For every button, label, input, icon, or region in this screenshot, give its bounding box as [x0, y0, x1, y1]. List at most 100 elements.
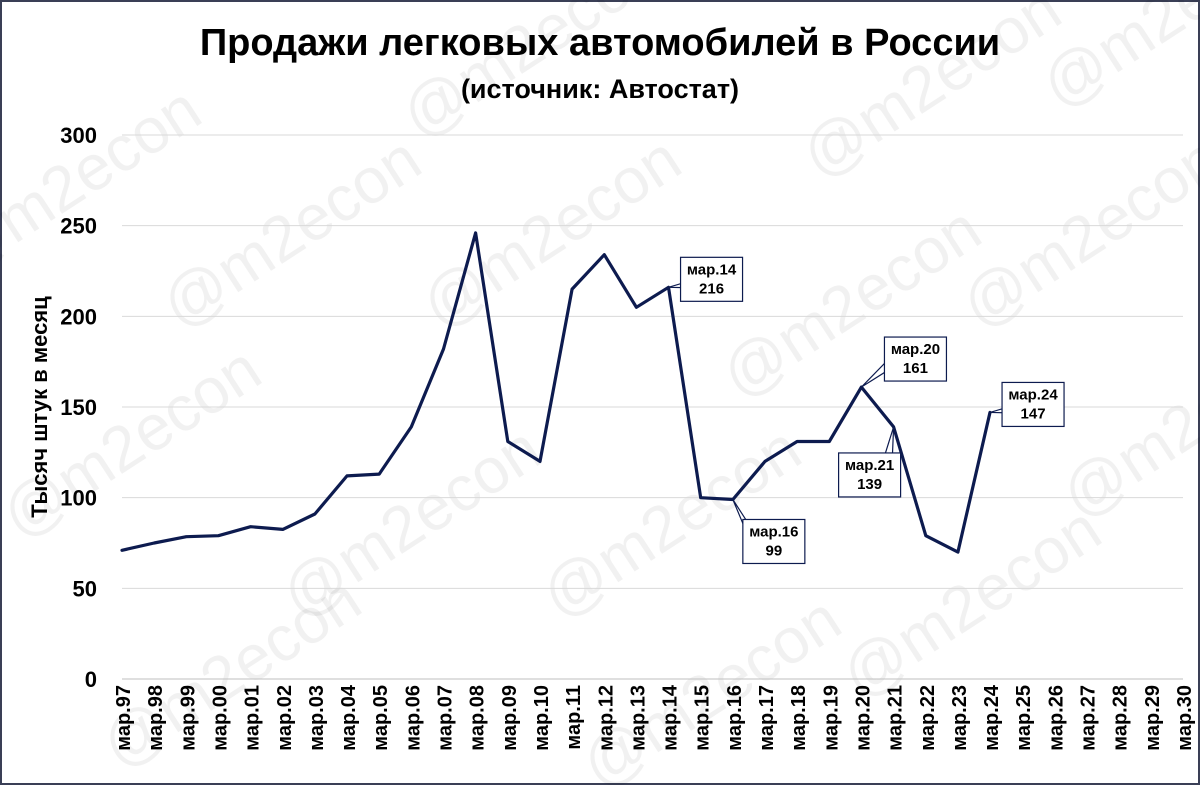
watermark-text: @m2econ	[948, 122, 1200, 342]
y-tick-label: 0	[85, 667, 97, 692]
watermark-text: @m2econ	[388, 0, 673, 152]
x-tick-label: мар.10	[531, 685, 553, 751]
x-tick-label: мар.21	[885, 685, 907, 751]
series-layer	[120, 231, 992, 554]
x-tick-label: мар.08	[467, 685, 489, 751]
x-tick-label: мар.02	[274, 685, 296, 751]
watermark-text: @m2econ	[568, 582, 853, 785]
x-tick-label: мар.22	[917, 685, 939, 751]
data-point	[152, 541, 156, 545]
x-axis-ticks: мар.97 мар.98 мар.99 мар.00 мар.01 мар.02 мар.…	[113, 684, 1196, 751]
annotation-label: мар.20	[891, 341, 940, 358]
data-point	[538, 460, 542, 463]
annotation-label: 139	[857, 476, 882, 493]
annotation-callout: мар.14 216	[668, 256, 744, 302]
annotation-box	[883, 336, 948, 382]
annotation-callout: мар.20 161	[861, 336, 948, 388]
x-tick-label: мар.26	[1045, 685, 1067, 751]
chart-title: Продажи легковых автомобилей в России	[199, 22, 1001, 64]
y-tick-label: 150	[60, 395, 97, 420]
annotation-label: 147	[1021, 405, 1046, 422]
series-line	[120, 231, 992, 554]
data-point	[249, 525, 252, 528]
watermark-text: @m2econ	[148, 122, 433, 342]
x-tick-label: мар.23	[949, 685, 971, 751]
x-tick-label: мар.99	[177, 685, 199, 751]
x-tick-label: мар.09	[499, 685, 521, 751]
chart-subtitle: (источник: Автостат)	[460, 74, 740, 104]
x-tick-label: мар.17	[756, 685, 778, 751]
data-point	[603, 253, 606, 256]
data-point	[828, 440, 831, 443]
y-axis-label: Тысяч штук в месяц	[27, 296, 52, 518]
x-tick-label: мар.00	[209, 685, 231, 751]
data-point	[506, 440, 509, 443]
x-tick-label: мар.05	[370, 685, 392, 751]
data-point	[763, 460, 767, 463]
data-point	[956, 550, 960, 554]
y-tick-label: 100	[60, 486, 97, 511]
data-point	[185, 535, 188, 538]
watermark-text: @m2econ	[408, 122, 693, 342]
x-tick-label: мар.20	[852, 685, 874, 751]
x-tick-label: мар.27	[1078, 685, 1100, 751]
y-tick-label: 50	[73, 576, 97, 601]
data-point	[635, 306, 638, 309]
annotation-box	[837, 452, 902, 498]
annotation-box	[1001, 381, 1065, 428]
annotation-label: мар.24	[1008, 386, 1058, 403]
data-point	[410, 425, 413, 429]
data-point	[120, 549, 124, 552]
annotation-label: 161	[903, 360, 928, 377]
x-tick-label: мар.14	[660, 684, 682, 751]
x-tick-label: мар.13	[627, 685, 649, 751]
annotation-label: 216	[699, 280, 724, 297]
x-tick-label: мар.11	[563, 685, 585, 750]
annotation-label: мар.21	[845, 457, 894, 474]
x-tick-label: мар.97	[113, 685, 135, 751]
data-point	[570, 287, 574, 291]
annotation-label: 99	[766, 542, 783, 559]
x-tick-label: мар.28	[1110, 685, 1132, 751]
data-point	[795, 440, 799, 443]
data-point	[924, 534, 927, 537]
data-point	[699, 496, 702, 499]
gridlines	[122, 134, 1183, 680]
x-tick-label: мар.15	[692, 685, 714, 751]
annotations-layer: мар.14216мар.1699мар.20161мар.21139мар.2…	[668, 256, 1065, 565]
data-point	[442, 347, 445, 351]
annotation-callout: мар.21 139	[837, 426, 902, 498]
y-axis-ticks: 0 50 100 150 200 250 300	[60, 123, 97, 692]
y-tick-label: 200	[60, 304, 97, 329]
watermark-text: @m2econ	[708, 192, 993, 412]
annotation-callout: мар.16 99	[732, 499, 806, 565]
watermark-text: @m2econ	[1048, 312, 1200, 532]
x-tick-label: мар.16	[724, 685, 746, 751]
x-tick-label: мар.18	[788, 685, 810, 751]
watermark-text: @m2econ	[0, 72, 213, 292]
x-tick-label: мар.98	[145, 685, 167, 751]
annotation-box	[679, 256, 744, 302]
annotation-label: мар.14	[687, 261, 737, 278]
data-point	[378, 472, 381, 476]
x-tick-label: мар.25	[1013, 685, 1035, 751]
data-point	[281, 528, 284, 531]
data-point	[313, 512, 317, 516]
x-tick-label: мар.24	[981, 684, 1003, 751]
data-point	[474, 231, 477, 235]
x-tick-label: мар.04	[338, 684, 360, 751]
x-tick-label: мар.01	[242, 685, 264, 751]
x-tick-label: мар.19	[820, 685, 842, 751]
data-point	[217, 534, 220, 537]
x-tick-label: мар.29	[1142, 685, 1164, 751]
data-point	[345, 474, 349, 478]
x-tick-label: мар.03	[306, 685, 328, 751]
x-tick-label: мар.12	[595, 685, 617, 751]
annotation-box	[742, 518, 806, 565]
x-tick-label: мар.06	[402, 685, 424, 751]
y-tick-label: 300	[60, 123, 97, 148]
annotation-callout: мар.24 147	[989, 381, 1065, 428]
y-tick-label: 250	[60, 214, 97, 239]
